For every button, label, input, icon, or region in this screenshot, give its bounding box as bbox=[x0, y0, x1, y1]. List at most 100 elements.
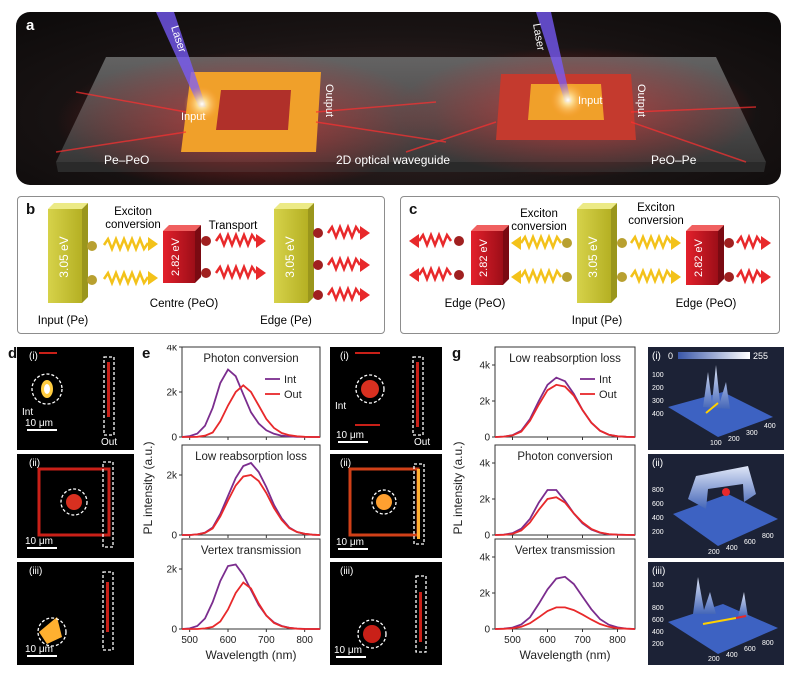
yellow-wave bbox=[629, 267, 673, 285]
edge-peo-left-label: Edge (PeO) bbox=[445, 298, 506, 310]
x-axis-label: Wavelength (nm) bbox=[520, 648, 611, 662]
exciton-ball bbox=[617, 238, 627, 248]
subplot-title: Vertex transmission bbox=[201, 545, 301, 557]
x-tick: 800 bbox=[762, 640, 774, 647]
red-wave bbox=[326, 223, 362, 241]
subplot-title: Vertex transmission bbox=[515, 545, 615, 557]
y-tick-label: 2k bbox=[166, 565, 178, 576]
series-line-int bbox=[182, 461, 321, 536]
block-centre-ev: 2.82 eV bbox=[170, 237, 182, 276]
chart-e: 0 2k 4k Photon conversion Int Out 0 2k Low reabs… bbox=[141, 345, 321, 662]
red-wave bbox=[417, 231, 453, 249]
scale-bar bbox=[338, 441, 368, 443]
scale-label: 10 μm bbox=[25, 536, 53, 547]
scale-label: 10 μm bbox=[336, 430, 364, 441]
scale-label: 10 μm bbox=[334, 645, 362, 656]
panel-b-diagram: 3.05 eV Exciton conversion 2.82 eV Trans… bbox=[38, 203, 370, 327]
scale-bar bbox=[27, 655, 57, 657]
out-box bbox=[413, 463, 425, 545]
int-circle bbox=[371, 489, 397, 515]
block-left-peo bbox=[471, 231, 503, 285]
y-tick: 800 bbox=[652, 487, 664, 494]
red-wave bbox=[214, 263, 258, 281]
arrow-yellow bbox=[702, 617, 737, 625]
arrow-head bbox=[148, 271, 158, 285]
y-tick-label: 0 bbox=[171, 625, 177, 636]
legend-label: Int bbox=[599, 374, 611, 386]
block-input-pe-top bbox=[48, 203, 88, 209]
left-input-spark bbox=[184, 86, 220, 122]
x-tick-label: 600 bbox=[539, 635, 556, 646]
waveguide-scene: Laser Laser Input Output Input Output Pe… bbox=[55, 12, 766, 185]
series-line-int bbox=[494, 489, 636, 536]
int-circle bbox=[37, 617, 67, 647]
block-left-side bbox=[503, 225, 509, 285]
int-label: Int bbox=[335, 401, 346, 412]
roman-label: (iii) bbox=[29, 566, 42, 577]
panel-label-c: c bbox=[409, 201, 418, 218]
block-centre-top bbox=[163, 225, 201, 231]
roman-label: (ii) bbox=[29, 458, 40, 469]
arrow-red bbox=[722, 488, 730, 496]
panel-b: 3.05 eV Exciton conversion 2.82 eV Trans… bbox=[17, 196, 385, 334]
y-tick: 400 bbox=[652, 515, 664, 522]
arrow-head bbox=[256, 234, 266, 248]
colorbar bbox=[678, 352, 750, 359]
pl-image-d-ii: 10 μm (ii) bbox=[17, 454, 134, 558]
exciton-ball bbox=[313, 260, 323, 270]
roman-label: (i) bbox=[340, 351, 349, 362]
edge-peo-right-label: Edge (PeO) bbox=[676, 298, 737, 310]
series-line-out bbox=[182, 581, 320, 630]
legend-label: Out bbox=[599, 389, 617, 401]
arrow-yellow bbox=[705, 402, 719, 414]
scale-label: 10 μm bbox=[25, 418, 53, 429]
red-wave bbox=[735, 267, 763, 285]
block-edge-side bbox=[308, 203, 314, 303]
red-wave bbox=[214, 231, 258, 249]
int-circle bbox=[31, 373, 63, 405]
roman-label: (i) bbox=[29, 351, 38, 362]
right-laser-beam bbox=[536, 12, 571, 102]
y-tick-label: 0 bbox=[171, 531, 177, 542]
edge-emission bbox=[417, 469, 420, 539]
block-right-top bbox=[686, 225, 724, 231]
exciton-ball bbox=[562, 272, 572, 282]
scale-bar bbox=[336, 656, 366, 658]
plot-frame bbox=[494, 444, 636, 536]
arrow-red bbox=[735, 615, 747, 619]
exciton-ball bbox=[724, 272, 734, 282]
y-tick: 300 bbox=[652, 398, 664, 405]
surface-plot-h-ii: 800 600 400 200 200 400 600 800 (ii) bbox=[648, 454, 784, 558]
yellow-wave bbox=[519, 233, 563, 251]
scale-label: 10 μm bbox=[25, 644, 53, 655]
x-tick-label: 800 bbox=[296, 635, 313, 646]
arrow-head bbox=[360, 258, 370, 272]
arrow-head bbox=[511, 270, 521, 284]
y-tick-label: 0 bbox=[484, 531, 490, 542]
exciton-ball bbox=[87, 241, 97, 251]
y-tick-label: 4k bbox=[479, 553, 491, 564]
yellow-wave bbox=[102, 269, 150, 287]
output-right-label: Output bbox=[635, 84, 647, 117]
block-left-ev: 2.82 eV bbox=[478, 238, 490, 277]
x-tick-label: 800 bbox=[609, 635, 626, 646]
emission-rays bbox=[55, 91, 757, 163]
exciton-conversion-left-line2: conversion bbox=[511, 221, 567, 233]
x-tick: 200 bbox=[728, 436, 740, 443]
exciton-ball bbox=[313, 228, 323, 238]
pe-peo-label: Pe–PeO bbox=[104, 153, 149, 167]
chart-g: 0 2k 4k Low reabsorption loss Int Out 0 2k 4k Pho… bbox=[451, 346, 636, 662]
pl-image-f-iii: 10 μm (iii) bbox=[330, 562, 442, 665]
centre-spot bbox=[66, 494, 82, 510]
x-tick-label: 600 bbox=[220, 635, 237, 646]
legend-label: Int bbox=[284, 374, 296, 386]
peo-pe-label: PeO–Pe bbox=[651, 153, 697, 167]
colorbar-min: 0 bbox=[668, 351, 673, 361]
left-laser-beam bbox=[156, 12, 206, 107]
y-tick: 600 bbox=[652, 617, 664, 624]
y-tick-label: 0 bbox=[484, 625, 490, 636]
corner-emission bbox=[363, 625, 381, 643]
block-left-top bbox=[471, 225, 509, 231]
block-mid-top bbox=[577, 203, 617, 209]
edge-emission bbox=[419, 592, 422, 642]
